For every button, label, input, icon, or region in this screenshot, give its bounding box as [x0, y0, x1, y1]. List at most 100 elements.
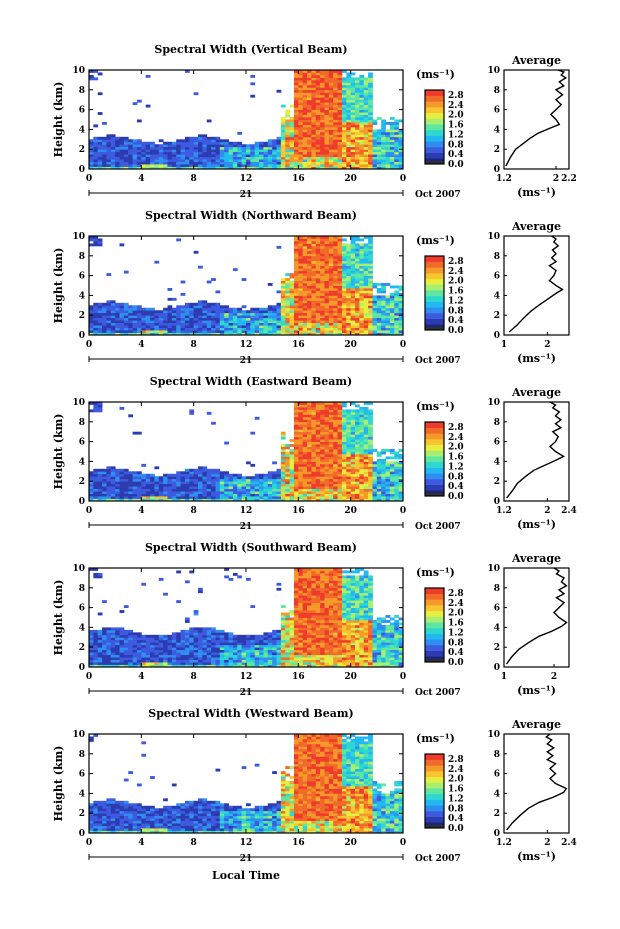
heatmap-cell [219, 327, 225, 331]
heatmap-cell [158, 322, 164, 326]
heatmap-cell [136, 330, 142, 333]
heatmap-cell [320, 463, 325, 467]
heatmap-cell [341, 70, 347, 73]
heatmap-cell [97, 575, 103, 579]
heatmap-cell [198, 483, 203, 487]
heatmap-cell [315, 97, 321, 101]
heatmap-cell [202, 483, 208, 487]
heatmap-cell [89, 491, 94, 494]
heatmap-cell [328, 278, 334, 281]
heatmap-cell [219, 478, 225, 482]
heatmap-cell [237, 320, 243, 324]
heatmap-cell [350, 426, 356, 430]
heatmap-cell [254, 486, 260, 490]
heatmap-cell [311, 129, 317, 133]
heatmap-cell [123, 493, 129, 497]
heatmap-cell [167, 493, 173, 497]
heatmap-cell [324, 136, 330, 140]
heatmap-cell [363, 295, 369, 299]
heatmap-cell [267, 327, 273, 331]
heatmap-cell [381, 310, 386, 314]
heatmap-cell [315, 82, 321, 86]
heatmap-cell [394, 327, 400, 331]
heatmap-cell [315, 466, 321, 470]
heatmap-cell [355, 305, 360, 309]
heatmap-cell [389, 456, 395, 460]
heatmap-cell [389, 285, 395, 289]
heatmap-cell [355, 429, 360, 433]
heatmap-cell [324, 94, 330, 98]
heatmap-cell [289, 322, 295, 326]
heatmap-cell [385, 330, 391, 333]
heatmap-cell [350, 112, 356, 115]
heatmap-cell [176, 149, 181, 153]
heatmap-cell [246, 481, 251, 485]
heatmap-cell [219, 483, 225, 487]
heatmap-cell [328, 461, 334, 465]
heatmap-cell [189, 139, 195, 143]
heatmap-cell [368, 302, 373, 306]
heatmap-cell [302, 97, 308, 101]
heatmap-cell [289, 144, 295, 148]
heatmap-cell [215, 154, 221, 158]
heatmap-cell [341, 317, 347, 321]
heatmap-cell [193, 496, 199, 499]
heatmap-cell [154, 634, 160, 638]
heatmap-cell [224, 320, 229, 324]
heatmap-cell [224, 146, 229, 150]
heatmap-cell [333, 287, 338, 291]
heatmap-cell [368, 117, 373, 120]
heatmap-cell [394, 451, 400, 455]
heatmap-cell [355, 476, 360, 480]
heatmap-cell [232, 327, 238, 331]
heatmap-cell [93, 156, 99, 160]
heatmap-cell [293, 444, 299, 447]
heatmap-cell [89, 149, 94, 153]
heatmap-cell [302, 129, 308, 133]
heatmap-cell [385, 156, 391, 160]
heatmap-cell [167, 325, 173, 328]
heatmap-cell [171, 330, 177, 333]
heatmap-cell [328, 136, 334, 140]
heatmap-cell [346, 285, 352, 289]
heatmap-cell [315, 149, 321, 153]
heatmap-cell [355, 141, 360, 145]
heatmap-cell [119, 644, 125, 648]
heatmap-cell [276, 151, 282, 155]
heatmap-cell [372, 320, 378, 324]
colorbar-tick-label: 0.4 [448, 150, 464, 160]
heatmap-cell [250, 463, 256, 467]
heatmap-cell [328, 72, 334, 76]
heatmap-cell [359, 126, 365, 130]
heatmap-cell [119, 468, 125, 472]
heatmap-cell [102, 654, 107, 658]
heatmap-cell [141, 320, 147, 324]
heatmap-cell [324, 414, 330, 418]
heatmap-cell [320, 451, 325, 455]
heatmap-cell [368, 441, 373, 445]
heatmap-cell [93, 637, 99, 641]
heatmap-cell [328, 238, 334, 242]
heatmap-cell [333, 84, 338, 88]
heatmap-cell [368, 456, 373, 460]
average-y-tick-label: 0 [494, 165, 500, 175]
heatmap-cell [328, 151, 334, 155]
heatmap-cell [280, 307, 286, 311]
heatmap-cell [350, 411, 356, 415]
heatmap-cell [341, 441, 347, 445]
heatmap-cell [324, 253, 330, 257]
heatmap-cell [302, 87, 308, 91]
heatmap-cell [219, 471, 225, 475]
heatmap-cell [276, 483, 282, 487]
heatmap-cell [115, 317, 120, 321]
heatmap-cell [355, 131, 360, 135]
heatmap-cell [267, 493, 273, 497]
heatmap-cell [328, 141, 334, 145]
heatmap-cell [315, 431, 321, 435]
heatmap-cell [394, 453, 400, 457]
heatmap-cell [289, 287, 295, 291]
heatmap-cell [198, 139, 203, 143]
heatmap-cell [359, 146, 365, 150]
colorbar-swatch [425, 129, 444, 136]
heatmap-cell [315, 119, 321, 123]
